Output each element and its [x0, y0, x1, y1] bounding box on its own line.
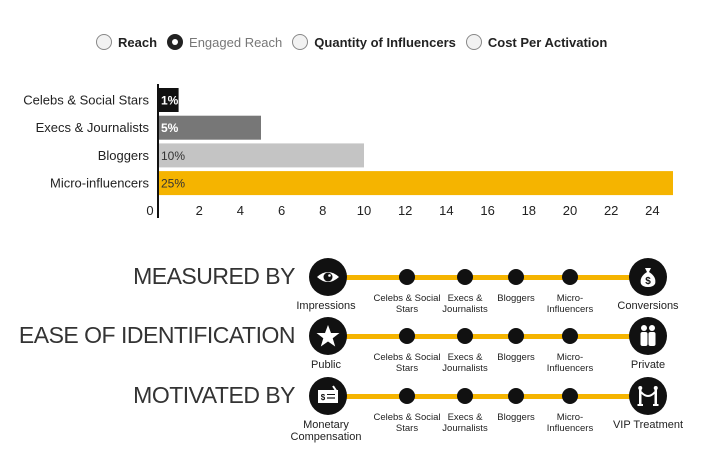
scale-left-label: Monetary Compensation [290, 419, 362, 443]
category-label: Micro-influencers [50, 176, 149, 191]
scale-point [562, 328, 578, 344]
scale-title: MOTIVATED BY [133, 382, 295, 408]
x-tick-label: 6 [278, 203, 285, 218]
scale-point [562, 388, 578, 404]
scale-track [328, 394, 648, 399]
scale-title: MEASURED BY [133, 263, 295, 289]
scale-right-label: Conversions [617, 300, 679, 312]
x-tick-label: 20 [563, 203, 577, 218]
scale-point [508, 388, 524, 404]
scale-point-label: Micro-Influencers [546, 412, 594, 434]
x-tick-label: 16 [480, 203, 494, 218]
scale-point [399, 269, 415, 285]
scale-measured-by: MEASURED BY $ Impressions Celebs & Socia… [0, 253, 711, 315]
bar [158, 171, 673, 196]
x-tick-label: 8 [319, 203, 326, 218]
radio-reach[interactable] [96, 34, 112, 50]
scale-point-label: Execs & Journalists [442, 412, 488, 434]
tab-engaged-reach[interactable]: Engaged Reach [167, 34, 282, 50]
scale-point [457, 328, 473, 344]
tab-quantity-of-influencers[interactable]: Quantity of Influencers [292, 34, 456, 50]
scale-point [399, 388, 415, 404]
scale-point [457, 388, 473, 404]
scale-point-label: Celebs & Social Stars [373, 293, 441, 315]
scale-point [457, 269, 473, 285]
scale-point-label: Celebs & Social Stars [373, 352, 441, 374]
eye-icon [309, 258, 347, 296]
data-label: 1% [161, 94, 179, 108]
scale-point [399, 328, 415, 344]
scale-point-label: Celebs & Social Stars [373, 412, 441, 434]
radio-cost-per-activation[interactable] [465, 34, 482, 50]
svg-text:$: $ [645, 276, 651, 287]
money-bag-icon: $ [629, 258, 667, 296]
scale-point-label: Execs & Journalists [442, 352, 488, 374]
tab-cost-label: Cost Per Activation [487, 34, 608, 50]
data-label: 10% [161, 149, 185, 163]
scale-point [508, 328, 524, 344]
tab-quantity-label: Quantity of Influencers [314, 34, 456, 50]
velvet-rope-icon [629, 377, 667, 415]
x-tick-label: 18 [522, 203, 536, 218]
tab-cost-per-activation[interactable]: Cost Per Activation [465, 34, 608, 50]
category-label: Bloggers [98, 148, 150, 163]
cheque-icon: $ [309, 377, 347, 415]
scale-track [328, 334, 648, 339]
scale-point-label: Bloggers [497, 412, 535, 423]
scale-ease-of-identification: EASE OF IDENTIFICATION Public Celebs & S… [0, 312, 711, 374]
radio-quantity-of-influencers[interactable] [292, 34, 309, 50]
scale-left-label: Public [311, 359, 341, 371]
category-label: Execs & Journalists [36, 120, 150, 135]
scale-track [328, 275, 648, 280]
scale-point-label: Bloggers [497, 293, 535, 304]
scale-point-label: Micro-Influencers [546, 352, 594, 374]
x-tick-label: 12 [398, 203, 412, 218]
scale-point-label: Micro-Influencers [546, 293, 594, 315]
bar [158, 115, 261, 140]
svg-text:$: $ [321, 393, 326, 402]
scale-right-label: Private [630, 359, 666, 371]
x-tick-label: 14 [439, 203, 453, 218]
scale-title: EASE OF IDENTIFICATION [18, 322, 296, 348]
scale-right-label: VIP Treatment [612, 419, 684, 431]
x-tick-label: 24 [645, 203, 659, 218]
scale-left-label: Impressions [296, 300, 356, 312]
metric-tabs: Reach Engaged Reach Quantity of Influenc… [96, 34, 617, 50]
scale-point-label: Execs & Journalists [442, 293, 488, 315]
tab-reach[interactable]: Reach [96, 34, 157, 50]
data-label: 5% [161, 121, 179, 135]
x-tick-label: 10 [357, 203, 371, 218]
scale-point [562, 269, 578, 285]
category-label: Celebs & Social Stars [23, 93, 149, 108]
x-tick-label: 4 [237, 203, 244, 218]
star-icon [309, 317, 347, 355]
x-tick-label: 2 [196, 203, 203, 218]
bar-chart: Celebs & Social Stars 1% Execs & Journalis… [23, 84, 673, 218]
tab-reach-label: Reach [118, 34, 158, 50]
scale-motivated-by: MOTIVATED BY $ Monetary Compensation Cel… [0, 372, 711, 443]
x-tick-label: 0 [146, 203, 153, 218]
scale-point [508, 269, 524, 285]
people-icon [629, 317, 667, 355]
data-label: 25% [161, 177, 185, 191]
tab-engaged-reach-label: Engaged Reach [189, 34, 283, 50]
bar [158, 143, 364, 168]
radio-engaged-reach[interactable] [167, 34, 184, 50]
x-tick-label: 22 [604, 203, 618, 218]
scale-point-label: Bloggers [497, 352, 535, 363]
bar [158, 88, 179, 112]
